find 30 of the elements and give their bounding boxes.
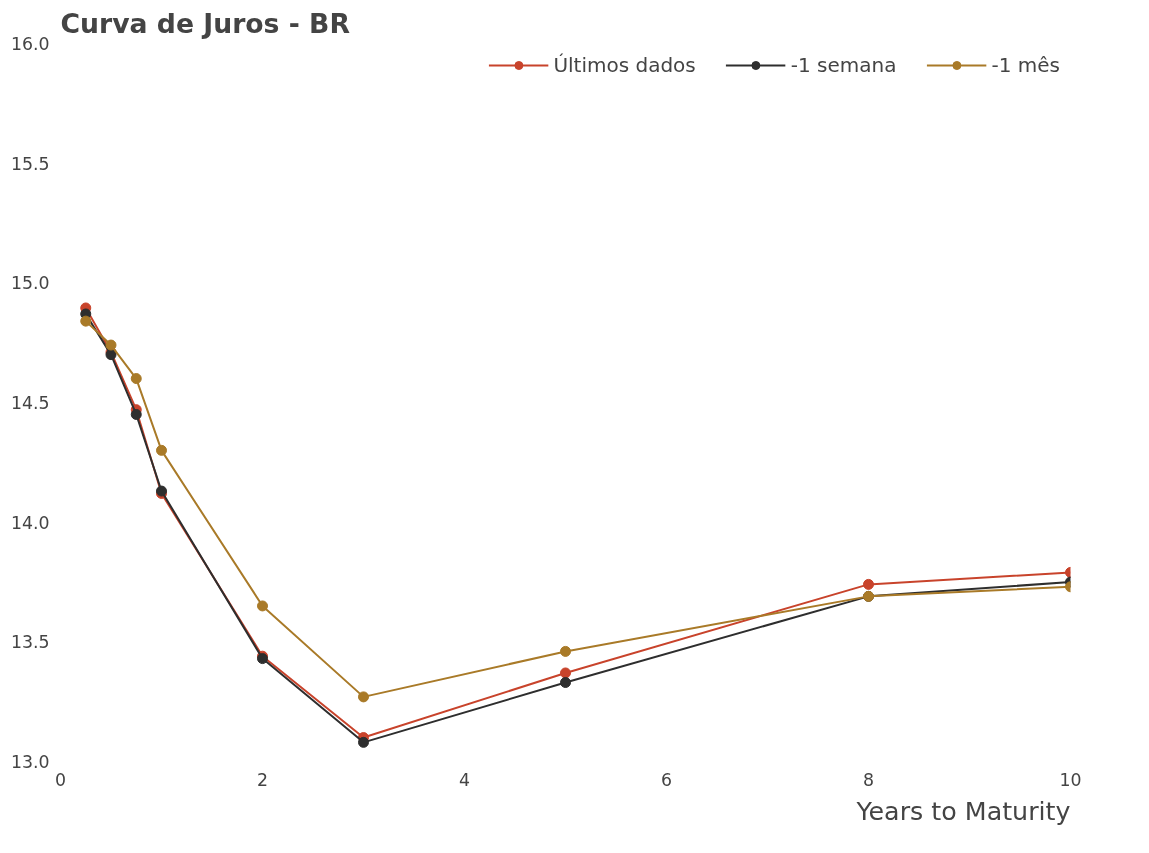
- legend-label: -1 mês: [991, 53, 1060, 77]
- point: [358, 736, 369, 748]
- point: [105, 339, 117, 351]
- x-tick-label: 0: [54, 769, 67, 790]
- legend-label: Últimos dados: [553, 53, 696, 77]
- x-tick-label: 2: [256, 769, 269, 790]
- y-tick-label: 15.5: [10, 153, 50, 174]
- x-tick-label: 8: [862, 769, 875, 790]
- x-axis-title: Years to Maturity: [855, 795, 1071, 826]
- y-tick-label: 13.0: [10, 752, 50, 772]
- point: [863, 578, 874, 590]
- point: [560, 645, 571, 657]
- point: [560, 677, 571, 689]
- point: [80, 315, 92, 327]
- point: [257, 600, 268, 612]
- y-tick-label: 14.5: [10, 393, 50, 413]
- legend-label: -1 semana: [790, 53, 897, 77]
- chart-title: Curva de Juros - BR: [60, 7, 350, 39]
- point: [130, 373, 142, 385]
- point: [560, 667, 571, 679]
- x-tick-label: 10: [1059, 769, 1082, 790]
- point: [130, 408, 142, 420]
- x-tick-label: 6: [660, 769, 673, 790]
- point: [156, 444, 167, 456]
- x-tick-label: 4: [458, 769, 471, 790]
- point: [358, 691, 369, 703]
- y-tick-label: 13.5: [10, 632, 50, 653]
- y-tick-label: 14.0: [10, 512, 50, 533]
- y-tick-label: 15.0: [10, 273, 50, 294]
- y-tick-label: 16.0: [10, 34, 50, 54]
